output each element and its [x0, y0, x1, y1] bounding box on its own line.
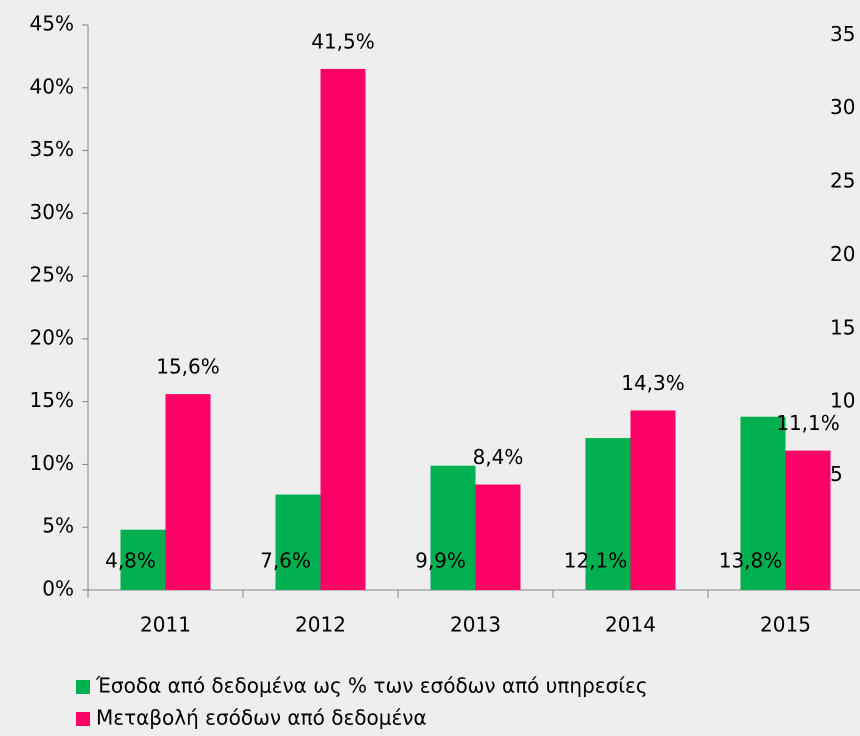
y-tick-label: 35%: [30, 137, 74, 161]
y-tick-label: 30%: [30, 200, 74, 224]
y2-tick-label: 15: [830, 315, 855, 339]
data-label: 8,4%: [473, 445, 524, 469]
data-label: 15,6%: [156, 355, 220, 379]
y-tick-label: 20%: [30, 325, 74, 349]
bar: [740, 416, 786, 590]
x-tick-label: 2013: [450, 613, 501, 637]
data-label: 7,6%: [260, 549, 311, 573]
data-label: 13,8%: [719, 549, 783, 573]
y2-tick-label: 20: [830, 242, 855, 266]
x-tick-label: 2011: [140, 613, 191, 637]
data-label: 9,9%: [415, 549, 466, 573]
y2-tick-label: 35: [830, 22, 855, 46]
bar: [165, 394, 211, 590]
y2-tick-label: 10: [830, 389, 855, 413]
y-tick-label: 40%: [30, 74, 74, 98]
y2-tick-label: 5: [830, 462, 843, 486]
bar: [430, 465, 476, 590]
legend-swatch: [76, 712, 90, 726]
bar: [785, 450, 831, 590]
y-tick-label: 5%: [42, 514, 74, 538]
y-tick-label: 25%: [30, 263, 74, 287]
data-label: 11,1%: [776, 411, 840, 435]
x-tick-label: 2012: [295, 613, 346, 637]
y-tick-label: 45%: [30, 12, 74, 36]
data-label: 4,8%: [105, 549, 156, 573]
legend-label: Έσοδα από δεδομένα ως % των εσόδων από υ…: [95, 674, 648, 698]
legend-label: Μεταβολή εσόδων από δεδομένα: [96, 706, 427, 730]
bar: [475, 484, 521, 590]
bar: [120, 529, 166, 590]
bar: [275, 494, 321, 590]
data-label: 12,1%: [564, 549, 628, 573]
x-tick-label: 2014: [605, 613, 656, 637]
y-tick-label: 15%: [30, 388, 74, 412]
legend-swatch: [76, 680, 90, 694]
y-tick-label: 10%: [30, 451, 74, 475]
data-label: 14,3%: [621, 371, 685, 395]
y2-tick-label: 30: [830, 95, 855, 119]
y-tick-label: 0%: [42, 577, 74, 601]
x-tick-label: 2015: [760, 613, 811, 637]
data-label: 41,5%: [311, 29, 375, 53]
y2-tick-label: 25: [830, 169, 855, 193]
bar: [630, 410, 676, 590]
bar: [585, 438, 631, 590]
bar: [320, 68, 366, 590]
